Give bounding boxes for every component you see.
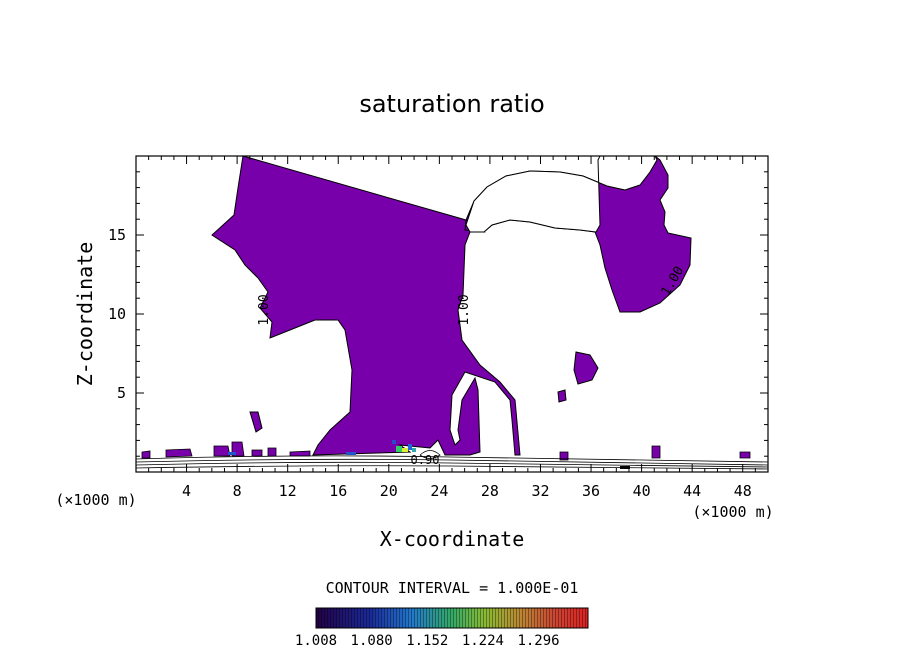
y-tick-label: 5 [117,384,126,402]
x-tick-label: 36 [582,482,600,500]
y-tick-label: 10 [108,305,126,323]
contour-label: 1.00 [257,294,272,325]
blob-1 [573,351,599,385]
x-axis-title: X-coordinate [380,527,525,551]
colorbar-tick-label: 1.080 [351,633,393,649]
contour-interval: CONTOUR INTERVAL = 1.000E-01 [326,579,579,597]
y-axis: 5 10 15 [108,171,768,457]
x-tick-label: 40 [633,482,651,500]
x-tick-label: 8 [233,482,242,500]
blob-2 [557,389,567,403]
surface-contours [135,450,769,470]
x-tick-label: 44 [683,482,701,500]
colorbar-tick-label: 1.008 [295,633,337,649]
x-tick-label: 20 [380,482,398,500]
chart-title: saturation ratio [359,90,544,118]
colorbar-tick-label: 1.296 [517,633,559,649]
x-unit-label: (×1000 m) [692,503,773,521]
surface-fragments [141,441,751,461]
y-axis-title: Z-coordinate [73,242,97,387]
colorbar: 1.008 1.080 1.152 1.224 1.296 [295,607,589,649]
blob-3 [249,411,263,433]
colorbar-tick-label: 1.224 [462,633,504,649]
colorbar-stripes [316,608,588,628]
x-axis: 4 8 12 16 20 24 28 32 36 40 44 48 [148,156,756,500]
contour-label: 1.00 [457,294,472,325]
x-tick-label: 4 [182,482,191,500]
y-tick-label: 15 [108,226,126,244]
high-saturation-spots [228,440,416,455]
surface-bar [620,466,630,469]
y-unit-label: (×1000 m) [55,491,136,509]
x-tick-label: 12 [279,482,297,500]
x-tick-label: 32 [531,482,549,500]
contour-label: 0.90 [411,453,440,467]
x-tick-label: 28 [481,482,499,500]
colorbar-tick-label: 1.152 [406,633,448,649]
x-tick-label: 24 [430,482,448,500]
x-tick-label: 16 [329,482,347,500]
plot-area: 1.00 1.00 1.00 0.90 4 8 12 16 20 24 28 32 36 40 44… [108,155,769,500]
colorbar-ticks: 1.008 1.080 1.152 1.224 1.296 [295,633,560,649]
x-tick-label: 48 [734,482,752,500]
